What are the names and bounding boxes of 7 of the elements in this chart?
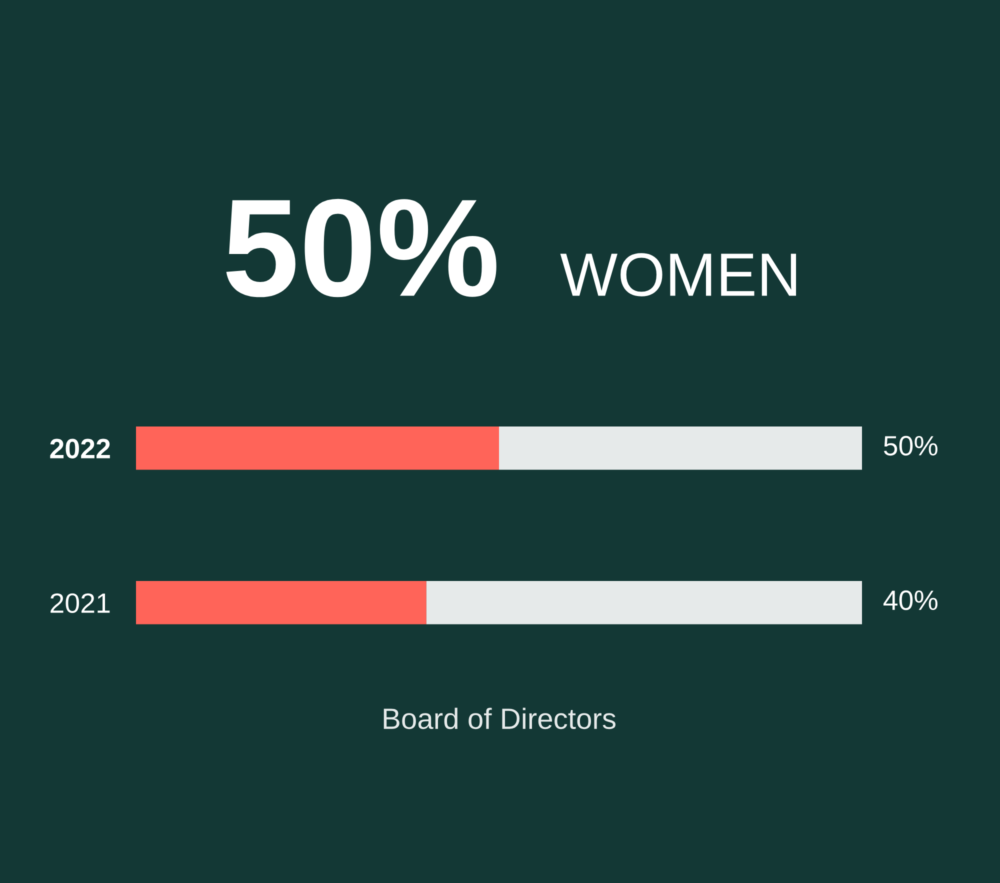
- data-label: 40%: [883, 590, 938, 610]
- chart-title: 50%: [226, 198, 496, 298]
- chart-subtitle: WOMEN: [560, 253, 796, 296]
- x-axis-title: Board of Directors: [384, 708, 616, 730]
- y-tick-label: 2021: [50, 593, 110, 613]
- data-label: 50%: [884, 436, 938, 456]
- y-tick-label: 2022: [50, 438, 110, 458]
